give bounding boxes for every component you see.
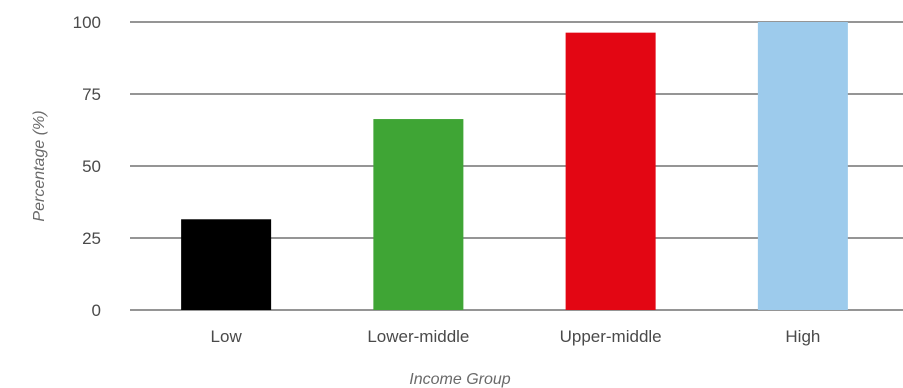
x-tick-label: Upper-middle: [560, 327, 662, 346]
bar-lower-middle: [373, 119, 464, 310]
x-tick-label: High: [785, 327, 820, 346]
y-tick-label: 25: [82, 229, 101, 248]
x-tick-label: Low: [211, 327, 243, 346]
y-tick-label: 75: [82, 85, 101, 104]
y-tick-label: 100: [73, 13, 101, 32]
y-tick-label: 0: [92, 301, 101, 320]
bar-high: [757, 22, 848, 310]
x-tick-label: Lower-middle: [367, 327, 469, 346]
y-tick-label: 50: [82, 157, 101, 176]
y-tick-labels: 0 25 50 75 100: [73, 13, 101, 320]
bar-low: [181, 219, 272, 310]
x-axis-title: Income Group: [409, 371, 510, 388]
bars: [181, 22, 848, 310]
y-axis-title: Percentage (%): [31, 110, 48, 221]
bar-upper-middle: [565, 32, 656, 310]
x-tick-labels: Low Lower-middle Upper-middle High: [211, 327, 821, 346]
